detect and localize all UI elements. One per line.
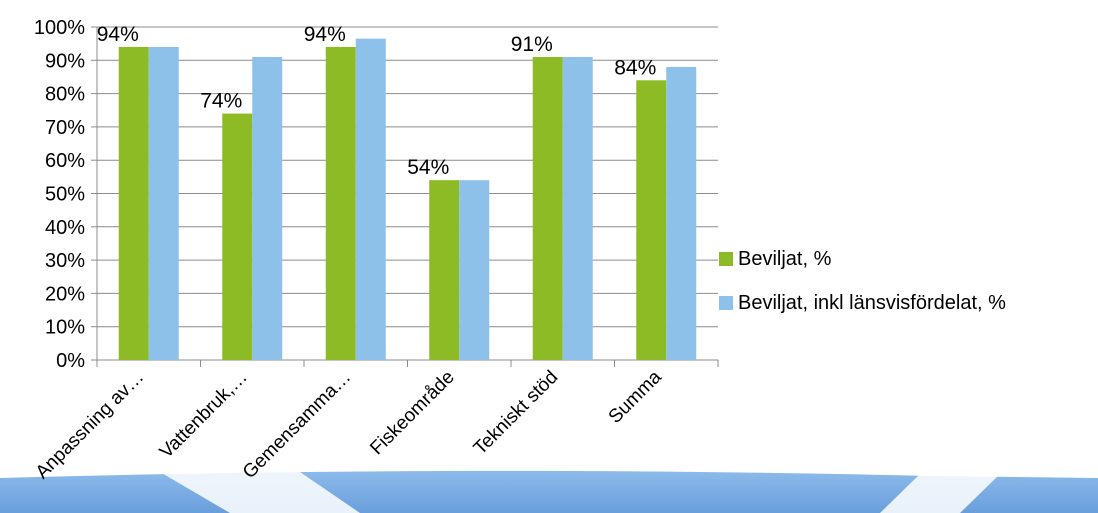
- x-category-label: Gemensamma…: [239, 367, 355, 483]
- y-tick-label: 70%: [45, 117, 85, 139]
- background-swoosh: [0, 470, 1098, 513]
- bar-beviljat: [429, 180, 460, 360]
- swoosh-highlight: [160, 472, 360, 513]
- y-tick-label: 90%: [45, 50, 85, 72]
- legend-swatch: [719, 296, 733, 310]
- x-category-label: Summa: [605, 366, 666, 427]
- legend-label: Beviljat, %: [738, 248, 832, 270]
- y-tick-label: 0%: [56, 350, 85, 372]
- data-label: 84%: [614, 56, 656, 79]
- y-tick-label: 50%: [45, 184, 85, 206]
- legend: Beviljat, % Beviljat, inkl länsvisfördela…: [719, 248, 1006, 314]
- data-label: 91%: [511, 33, 553, 56]
- y-tick-label: 40%: [45, 217, 85, 239]
- bar-beviljat: [636, 80, 667, 360]
- data-label: 94%: [304, 23, 346, 46]
- y-tick-label: 60%: [45, 150, 85, 172]
- y-tick-label: 80%: [45, 84, 85, 106]
- legend-label: Beviljat, inkl länsvisfördelat, %: [738, 292, 1006, 314]
- bar-beviljat-inkl-lansvis: [252, 56, 283, 360]
- data-label: 54%: [407, 156, 449, 179]
- x-category-label: Fiskeområde: [366, 367, 459, 460]
- bar-beviljat-inkl-lansvis: [562, 56, 593, 360]
- bar-beviljat: [118, 46, 149, 360]
- y-tick-label: 100%: [34, 17, 85, 39]
- bar-beviljat-inkl-lansvis: [459, 180, 490, 360]
- bar-beviljat-inkl-lansvis: [148, 46, 179, 360]
- x-category-label: Vattenbruk,…: [156, 367, 252, 463]
- x-category-label: Anpassning av…: [32, 367, 148, 483]
- gridlines: [97, 26, 718, 328]
- bar-beviljat-inkl-lansvis: [355, 38, 386, 360]
- bar-beviljat: [325, 46, 356, 360]
- bars: [118, 38, 697, 361]
- data-label: 94%: [97, 23, 139, 46]
- bar-beviljat-inkl-lansvis: [666, 66, 697, 361]
- swoosh-highlight: [880, 474, 1000, 513]
- data-labels: 94% 74% 94% 54% 91% 84%: [97, 23, 657, 179]
- bar-beviljat: [532, 56, 563, 360]
- x-category-label: Tekniskt stöd: [470, 367, 563, 460]
- y-tick-label: 30%: [45, 250, 85, 272]
- data-label: 74%: [200, 90, 242, 113]
- y-tick-label: 20%: [45, 283, 85, 305]
- y-tick-label: 10%: [45, 317, 85, 339]
- legend-swatch: [719, 252, 733, 266]
- bar-beviljat: [222, 113, 253, 360]
